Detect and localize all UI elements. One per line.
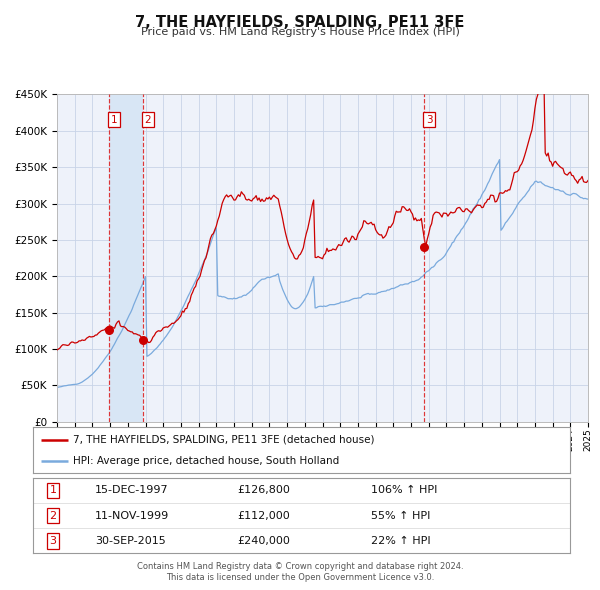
Text: 7, THE HAYFIELDS, SPALDING, PE11 3FE (detached house): 7, THE HAYFIELDS, SPALDING, PE11 3FE (de… — [73, 435, 375, 445]
Text: 30-SEP-2015: 30-SEP-2015 — [95, 536, 166, 546]
Text: £112,000: £112,000 — [237, 511, 290, 520]
Text: £126,800: £126,800 — [237, 486, 290, 496]
Text: 1: 1 — [49, 486, 56, 496]
Point — [419, 242, 429, 252]
Text: 55% ↑ HPI: 55% ↑ HPI — [371, 511, 431, 520]
Text: This data is licensed under the Open Government Licence v3.0.: This data is licensed under the Open Gov… — [166, 573, 434, 582]
Text: 3: 3 — [49, 536, 56, 546]
Text: 2: 2 — [49, 511, 56, 520]
Text: £240,000: £240,000 — [237, 536, 290, 546]
Text: 2: 2 — [145, 115, 151, 125]
Text: Price paid vs. HM Land Registry's House Price Index (HPI): Price paid vs. HM Land Registry's House … — [140, 27, 460, 37]
Bar — [109, 94, 143, 422]
Text: 15-DEC-1997: 15-DEC-1997 — [95, 486, 169, 496]
Text: 1: 1 — [111, 115, 118, 125]
Text: HPI: Average price, detached house, South Holland: HPI: Average price, detached house, Sout… — [73, 455, 340, 466]
Point — [104, 325, 114, 335]
Text: 106% ↑ HPI: 106% ↑ HPI — [371, 486, 437, 496]
Text: 11-NOV-1999: 11-NOV-1999 — [95, 511, 169, 520]
Text: 7, THE HAYFIELDS, SPALDING, PE11 3FE: 7, THE HAYFIELDS, SPALDING, PE11 3FE — [136, 15, 464, 30]
Point — [139, 336, 148, 345]
Text: 22% ↑ HPI: 22% ↑ HPI — [371, 536, 431, 546]
Text: Contains HM Land Registry data © Crown copyright and database right 2024.: Contains HM Land Registry data © Crown c… — [137, 562, 463, 571]
Text: 3: 3 — [425, 115, 433, 125]
